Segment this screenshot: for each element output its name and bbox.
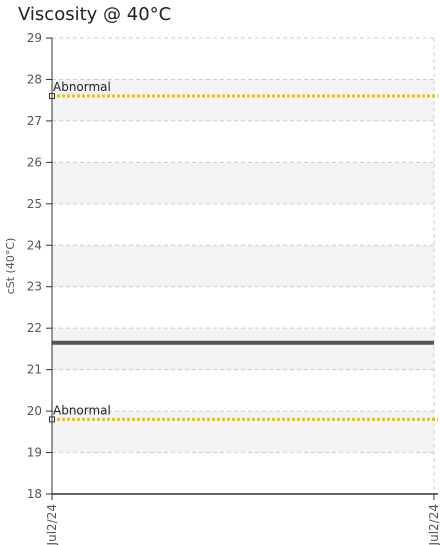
background-bands: [52, 79, 434, 453]
y-axis-label: cSt (40°C): [4, 238, 17, 295]
y-tick-label: 27: [27, 114, 42, 128]
axis-labels: 18 19 20 21 22 23 24 25 26 27 28 29 Jul2/24 Jul2/24 cS…: [4, 31, 440, 545]
y-tick-label: 28: [27, 72, 42, 86]
y-tick-label: 26: [27, 155, 42, 169]
grid-lines: [51, 37, 435, 494]
y-tick-label: 19: [27, 446, 42, 460]
y-tick-label: 20: [27, 404, 42, 418]
background-band: [52, 328, 434, 370]
y-tick-label: 18: [27, 487, 42, 501]
y-tick-label: 23: [27, 280, 42, 294]
x-tick-label: Jul2/24: [45, 504, 59, 545]
y-tick-label: 29: [27, 31, 42, 45]
background-band: [52, 245, 434, 287]
background-band: [52, 79, 434, 121]
y-tick-label: 22: [27, 321, 42, 335]
y-tick-label: 21: [27, 363, 42, 377]
axes: [46, 37, 438, 500]
y-tick-label: 24: [27, 238, 42, 252]
x-tick-label: Jul2/24: [427, 504, 440, 545]
threshold-lines: Abnormal Abnormal: [49, 80, 438, 423]
threshold-label: Abnormal: [53, 403, 111, 417]
y-tick-label: 25: [27, 197, 42, 211]
background-band: [52, 162, 434, 204]
chart-title: Viscosity @ 40°C: [18, 4, 172, 25]
threshold-label: Abnormal: [53, 80, 111, 94]
